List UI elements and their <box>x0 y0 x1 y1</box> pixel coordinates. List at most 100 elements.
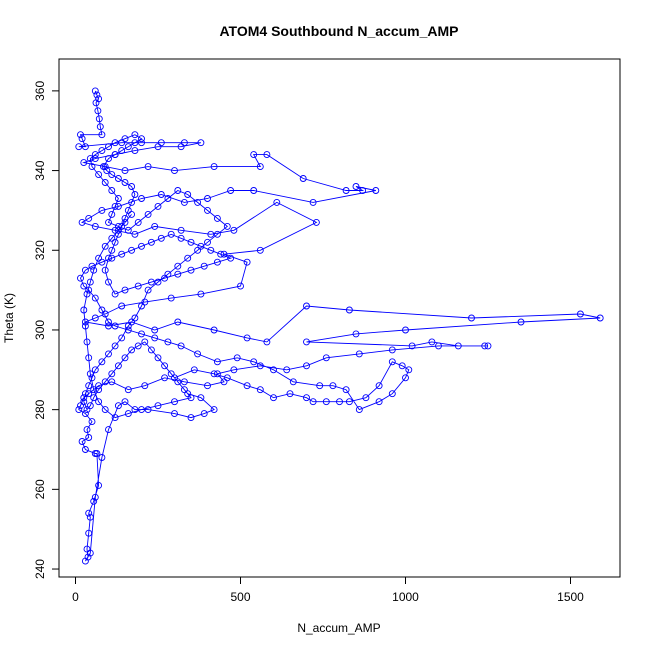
data-point <box>98 306 106 314</box>
data-point <box>151 222 159 230</box>
data-point <box>336 398 343 406</box>
data-point <box>207 246 215 254</box>
data-point <box>210 370 218 378</box>
data-point <box>101 378 109 386</box>
x-axis: 0 500 1000 1500 <box>72 576 584 604</box>
data-point <box>138 242 145 250</box>
data-point <box>263 338 271 346</box>
data-point <box>86 549 94 557</box>
data-point <box>95 115 103 123</box>
data-point <box>197 290 205 298</box>
data-point <box>303 338 310 346</box>
data-point <box>164 338 172 346</box>
data-point <box>90 386 98 394</box>
data-point <box>223 374 231 382</box>
data-point <box>303 302 310 310</box>
data-point <box>157 191 165 198</box>
data-point <box>270 394 277 402</box>
data-point <box>85 390 93 398</box>
data-point <box>108 234 116 242</box>
data-point <box>151 334 159 342</box>
data-point <box>177 143 185 151</box>
data-point <box>171 410 178 418</box>
data-point <box>243 334 251 342</box>
data-point <box>303 362 310 370</box>
data-point <box>454 342 462 350</box>
data-point <box>124 410 132 418</box>
data-point <box>517 318 525 326</box>
data-point <box>118 147 126 155</box>
data-point <box>108 187 116 194</box>
data-point <box>128 183 136 190</box>
data-point <box>210 406 218 414</box>
data-point <box>141 382 149 390</box>
data-point <box>78 438 86 445</box>
data-point <box>177 342 185 350</box>
data-point <box>342 187 350 194</box>
data-point <box>428 338 436 346</box>
data-point <box>88 374 96 382</box>
data-point <box>85 509 93 517</box>
data-point <box>131 230 139 238</box>
y-tick-label: 300 <box>33 320 47 340</box>
data-point <box>124 326 132 334</box>
data-point <box>101 406 109 414</box>
data-point <box>144 286 152 294</box>
data-point <box>223 222 231 230</box>
data-point <box>167 230 175 238</box>
data-point <box>207 230 215 238</box>
data-point <box>187 238 195 246</box>
data-point <box>151 326 159 334</box>
data-point <box>92 99 100 107</box>
data-point <box>86 402 94 410</box>
data-point <box>270 366 277 374</box>
data-point <box>316 382 324 390</box>
data-point <box>213 370 221 378</box>
data-point <box>154 143 162 151</box>
data-point <box>118 334 126 342</box>
data-point <box>243 382 251 390</box>
data-point <box>81 322 89 330</box>
data-point <box>174 378 182 386</box>
data-point <box>154 202 162 210</box>
data-point <box>105 350 112 358</box>
data-point <box>98 206 106 214</box>
data-point <box>95 171 103 179</box>
data-point <box>227 187 235 194</box>
data-point <box>124 226 132 234</box>
data-point <box>256 163 264 171</box>
data-point <box>435 342 442 350</box>
data-point <box>596 314 604 322</box>
data-point <box>80 159 88 167</box>
x-tick-label: 1500 <box>557 590 584 604</box>
data-point <box>95 386 103 394</box>
data-point <box>147 278 155 286</box>
data-point <box>322 354 330 362</box>
data-point <box>576 310 584 318</box>
data-point <box>141 338 149 346</box>
data-point <box>111 139 119 147</box>
data-point <box>108 378 116 386</box>
data-point <box>83 338 91 346</box>
data-point <box>187 394 195 402</box>
data-point <box>91 155 99 163</box>
series-layer <box>75 87 604 565</box>
data-point <box>128 210 136 218</box>
data-point <box>184 254 192 262</box>
data-point <box>86 155 94 163</box>
data-point <box>77 131 84 139</box>
data-point <box>128 246 136 254</box>
data-point <box>250 151 258 159</box>
data-point <box>213 214 221 222</box>
data-point <box>345 398 353 406</box>
data-point <box>237 282 244 290</box>
data-point <box>402 374 409 382</box>
data-point <box>372 187 380 194</box>
data-point <box>83 290 91 298</box>
data-point <box>111 202 119 210</box>
data-point <box>80 394 88 402</box>
data-point <box>108 171 116 179</box>
y-axis-label: Theta (K) <box>2 293 16 343</box>
data-point <box>355 350 363 358</box>
